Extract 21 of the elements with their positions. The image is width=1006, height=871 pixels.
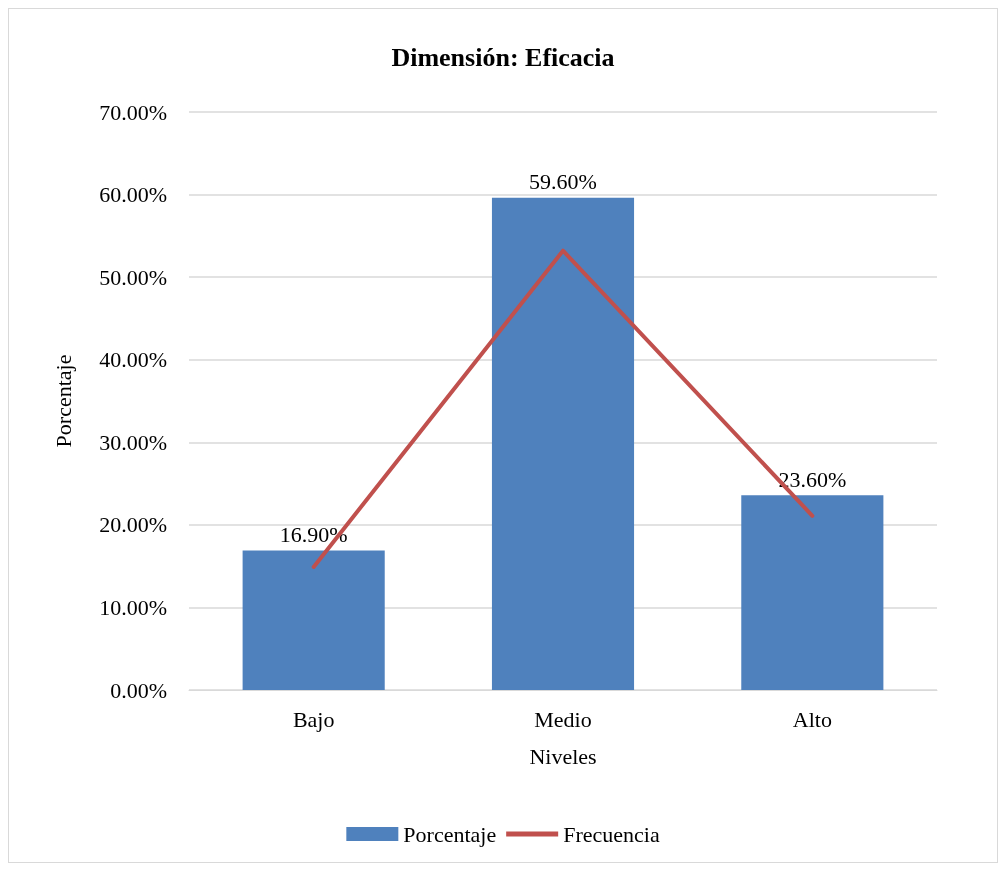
bar xyxy=(242,550,385,690)
y-tick-label: 40.00% xyxy=(99,347,167,373)
legend-label: Porcentaje xyxy=(403,821,497,847)
x-axis-title: Niveles xyxy=(529,743,597,769)
data-label: 23.60% xyxy=(778,466,847,492)
chart-title: Dimensión: Eficacia xyxy=(391,42,615,72)
bar xyxy=(741,495,884,690)
y-tick-label: 50.00% xyxy=(99,264,167,290)
y-tick-label: 60.00% xyxy=(99,182,167,208)
bar xyxy=(491,197,635,690)
y-tick-label: 0.00% xyxy=(110,677,167,703)
x-tick-label: Alto xyxy=(792,706,832,732)
y-tick-label: 20.00% xyxy=(99,512,167,538)
x-tick-label: Bajo xyxy=(292,706,335,732)
legend-label: Frecuencia xyxy=(563,821,660,847)
y-axis-title: Porcentaje xyxy=(50,354,76,448)
x-tick-label: Medio xyxy=(534,706,592,732)
data-label: 59.60% xyxy=(529,169,597,195)
y-tick-label: 10.00% xyxy=(99,594,167,620)
y-tick-label: 30.00% xyxy=(99,429,167,455)
y-tick-label: 70.00% xyxy=(99,99,167,125)
